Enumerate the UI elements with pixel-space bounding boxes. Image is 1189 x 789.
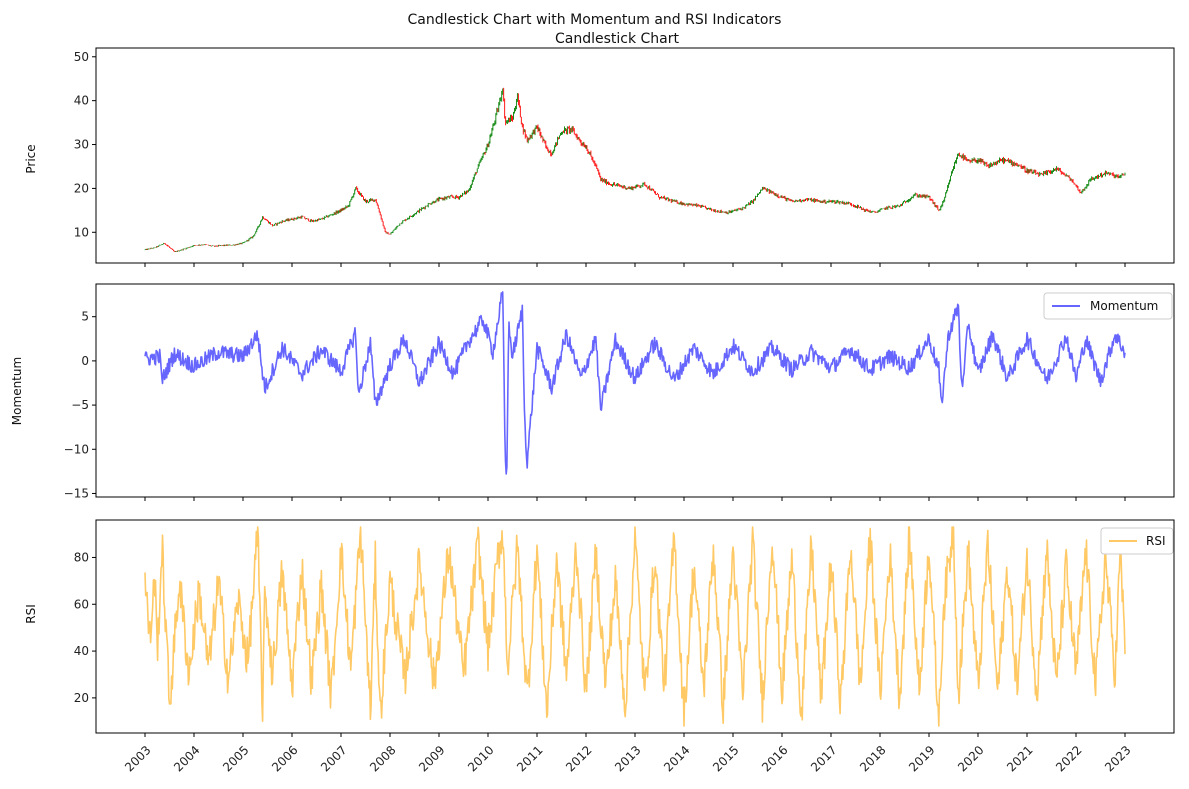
- rsi-ytick-label: 60: [74, 597, 89, 611]
- rsi-ytick-label: 20: [74, 691, 89, 705]
- rsi-ytick-label: 80: [74, 550, 89, 564]
- rsi-ylabel: RSI: [24, 604, 38, 624]
- rsi-xtick-label: 2003: [122, 743, 153, 774]
- price-ylabel: Price: [24, 144, 38, 173]
- rsi-xtick-label: 2012: [563, 743, 594, 774]
- momentum-legend: Momentum: [1043, 292, 1173, 320]
- price-panel-title: Candlestick Chart: [555, 31, 680, 47]
- price-ytick-label: 20: [74, 181, 89, 195]
- rsi-xtick-label: 2019: [906, 743, 937, 774]
- price-ytick-label: 10: [74, 225, 89, 239]
- rsi-xtick-label: 2006: [269, 743, 300, 774]
- rsi-xtick-label: 2005: [220, 743, 251, 774]
- momentum-ytick-label: 0: [81, 354, 89, 368]
- rsi-xtick-label: 2014: [661, 743, 692, 774]
- rsi-xtick-label: 2016: [759, 743, 790, 774]
- momentum-ylabel: Momentum: [10, 357, 24, 425]
- rsi-panel: 20 40 60 80 2003 2004 2005 2006 2007 2008 2009 2010…: [74, 519, 1175, 774]
- rsi-xtick-label: 2020: [955, 743, 986, 774]
- rsi-legend-label: RSI: [1146, 534, 1166, 548]
- rsi-legend: RSI: [1100, 527, 1174, 555]
- momentum-frame: [95, 283, 1175, 498]
- candlestick-series: [144, 87, 1126, 253]
- rsi-xtick-label: 2009: [416, 743, 447, 774]
- momentum-panel: −15 −10 −5 0 5: [64, 283, 1175, 501]
- momentum-legend-label: Momentum: [1090, 299, 1158, 313]
- figure-suptitle: Candlestick Chart with Momentum and RSI …: [408, 12, 782, 28]
- rsi-xtick-label: 2007: [318, 743, 349, 774]
- rsi-line: [144, 526, 1126, 727]
- momentum-ytick-label: −10: [64, 442, 89, 456]
- rsi-xtick-label: 2022: [1053, 743, 1084, 774]
- rsi-xtick-label: 2004: [171, 743, 202, 774]
- momentum-ytick-label: 5: [81, 310, 89, 324]
- rsi-xtick-label: 2011: [514, 743, 545, 774]
- rsi-ytick-label: 40: [74, 644, 89, 658]
- rsi-xtick-label: 2015: [710, 743, 741, 774]
- rsi-xtick-label: 2018: [857, 743, 888, 774]
- momentum-legend-box: [1043, 292, 1173, 320]
- momentum-line: [144, 291, 1126, 475]
- price-ytick-label: 40: [74, 94, 89, 108]
- price-frame: [95, 47, 1175, 264]
- momentum-ytick-label: −5: [71, 398, 89, 412]
- rsi-xtick-label: 2013: [612, 743, 643, 774]
- momentum-ytick-label: −15: [64, 486, 89, 500]
- rsi-xtick-label: 2008: [367, 743, 398, 774]
- price-panel: 10 20 30 40 50: [74, 47, 1175, 267]
- price-ytick-label: 50: [74, 50, 89, 64]
- rsi-xtick-label: 2010: [465, 743, 496, 774]
- price-ytick-label: 30: [74, 138, 89, 152]
- rsi-xtick-label: 2023: [1102, 743, 1133, 774]
- rsi-xtick-label: 2017: [808, 743, 839, 774]
- rsi-xtick-label: 2021: [1004, 743, 1035, 774]
